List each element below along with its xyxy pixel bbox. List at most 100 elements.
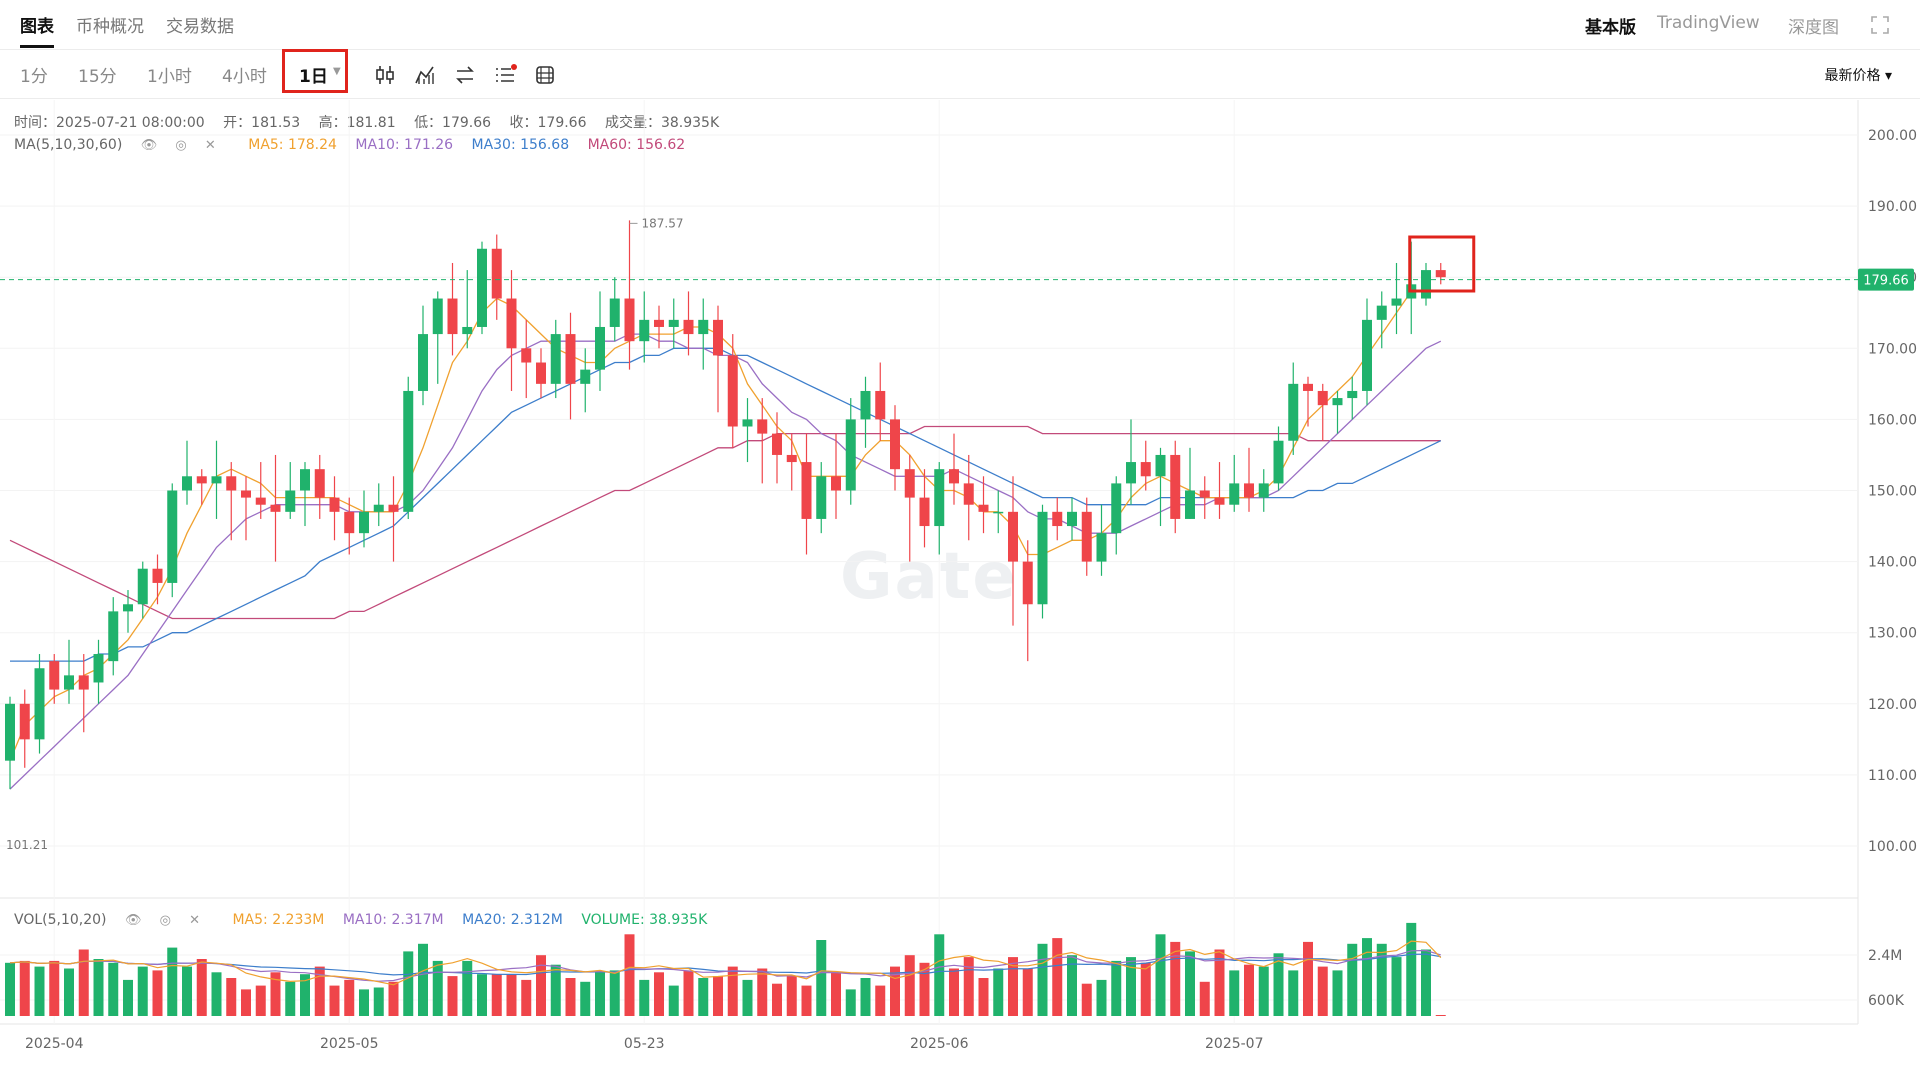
candle-down bbox=[491, 248, 502, 299]
candle-down bbox=[713, 319, 723, 356]
candle-up bbox=[93, 654, 104, 683]
vol-legend-controls[interactable]: 👁 ◎ ✕ bbox=[125, 913, 214, 928]
volume-bar bbox=[432, 960, 443, 1016]
candle-up bbox=[1037, 511, 1048, 605]
candle-up bbox=[993, 511, 1004, 514]
volume-bar bbox=[373, 987, 384, 1016]
interval-4h[interactable]: 4小时 bbox=[222, 67, 267, 87]
close-icon[interactable]: ✕ bbox=[204, 138, 216, 153]
candle-down bbox=[1140, 462, 1151, 477]
candle-up bbox=[64, 675, 74, 690]
tab-coin-overview[interactable]: 币种概况 bbox=[76, 17, 144, 37]
compare-icon[interactable] bbox=[453, 63, 477, 87]
ohlc-info: 时间：2025-07-21 08:00:00 开：181.53 高：181.81… bbox=[14, 112, 733, 132]
candle-up bbox=[300, 469, 310, 491]
tab-trading-data[interactable]: 交易数据 bbox=[166, 17, 234, 37]
candle-up bbox=[211, 476, 222, 484]
volume-bar bbox=[919, 962, 930, 1016]
volume-bar bbox=[890, 966, 900, 1016]
candle-down bbox=[978, 504, 989, 512]
candle-down bbox=[447, 298, 458, 335]
high-annotation: 187.57 bbox=[642, 216, 684, 230]
volume-bar bbox=[1229, 970, 1240, 1016]
candle-up bbox=[5, 703, 15, 761]
candle-down bbox=[919, 497, 930, 527]
settings-icon[interactable]: ◎ bbox=[175, 138, 187, 153]
volume-bar bbox=[698, 978, 709, 1016]
interval-1m[interactable]: 1分 bbox=[20, 67, 48, 87]
volume-bar bbox=[506, 974, 517, 1016]
volume-bar bbox=[270, 972, 281, 1016]
candle-down bbox=[949, 469, 959, 484]
volume-bar bbox=[329, 985, 340, 1016]
interval-dropdown-icon[interactable]: ▼ bbox=[333, 66, 341, 77]
candle-up bbox=[1347, 390, 1358, 399]
ma10-line bbox=[9, 333, 1442, 790]
eye-icon[interactable]: 👁 bbox=[124, 913, 142, 928]
info-open: 开：181.53 bbox=[223, 115, 301, 131]
ma30-value: MA30: 156.68 bbox=[471, 137, 570, 153]
settings-list-icon[interactable] bbox=[493, 63, 517, 87]
volume-bar bbox=[108, 962, 119, 1016]
tab-chart[interactable]: 图表 bbox=[20, 17, 54, 37]
volume-bar bbox=[19, 960, 30, 1016]
candle-up bbox=[137, 568, 148, 605]
volume-bar bbox=[49, 960, 60, 1016]
candle-up bbox=[698, 319, 709, 335]
chart-toolbar: 1分 15分 1小时 4小时 1日 ▼ 最新价格 ▾ bbox=[0, 49, 1920, 99]
candle-down bbox=[963, 483, 974, 505]
volume-bar bbox=[78, 949, 89, 1016]
interval-1d[interactable]: 1日 bbox=[299, 67, 328, 87]
active-tab-indicator bbox=[20, 45, 54, 48]
interval-15m[interactable]: 15分 bbox=[78, 67, 117, 87]
volume-bar bbox=[1288, 970, 1299, 1016]
volume-bar bbox=[875, 985, 886, 1016]
candle-down bbox=[196, 476, 207, 484]
volume-bar bbox=[285, 981, 296, 1016]
candle-down bbox=[1052, 511, 1063, 527]
volume-bar bbox=[1140, 962, 1151, 1016]
candle-down bbox=[19, 703, 30, 740]
price-tick-label: 100.00 bbox=[1868, 839, 1917, 855]
view-depth[interactable]: 深度图 bbox=[1788, 18, 1839, 38]
volume-bar bbox=[1199, 981, 1210, 1016]
price-tick-label: 170.00 bbox=[1868, 341, 1917, 357]
volume-bar bbox=[1052, 938, 1063, 1016]
close-icon[interactable]: ✕ bbox=[189, 913, 201, 928]
indicator-icon[interactable] bbox=[413, 63, 437, 87]
fullscreen-icon[interactable] bbox=[1870, 15, 1890, 35]
candle-up bbox=[1096, 533, 1107, 562]
view-tradingview[interactable]: TradingView bbox=[1657, 13, 1760, 33]
ma60-value: MA60: 156.62 bbox=[587, 137, 686, 153]
candle-down bbox=[772, 433, 782, 455]
candlestick-type-icon[interactable] bbox=[373, 63, 397, 87]
candle-up bbox=[1258, 483, 1269, 498]
price-type-select[interactable]: 最新价格 ▾ bbox=[1824, 68, 1892, 84]
volume-bar bbox=[683, 970, 694, 1016]
layout-icon[interactable] bbox=[533, 63, 557, 87]
volume-bar bbox=[196, 959, 207, 1016]
candle-up bbox=[108, 611, 119, 662]
volume-bar bbox=[845, 989, 856, 1016]
candle-up bbox=[1229, 483, 1240, 505]
interval-1h[interactable]: 1小时 bbox=[147, 67, 192, 87]
candle-down bbox=[1170, 454, 1181, 519]
candle-up bbox=[1391, 298, 1402, 306]
settings-icon[interactable]: ◎ bbox=[159, 913, 171, 928]
volume-bar bbox=[5, 962, 15, 1016]
price-tick-label: 160.00 bbox=[1868, 412, 1917, 428]
candle-up bbox=[1273, 440, 1284, 484]
ma10-value: MA10: 171.26 bbox=[355, 137, 454, 153]
candle-down bbox=[831, 476, 841, 491]
view-basic[interactable]: 基本版 bbox=[1585, 18, 1636, 38]
volume-ma10-line bbox=[9, 949, 1441, 982]
volume-bar bbox=[300, 974, 310, 1016]
eye-icon[interactable]: 👁 bbox=[140, 138, 158, 153]
candle-down bbox=[536, 362, 546, 384]
candle-down bbox=[1435, 270, 1446, 278]
candle-up bbox=[167, 490, 178, 583]
time-tick-label: 2025-04 bbox=[25, 1036, 84, 1052]
ma-legend-controls[interactable]: 👁 ◎ ✕ bbox=[141, 138, 230, 153]
volume-bar bbox=[1406, 922, 1417, 1016]
